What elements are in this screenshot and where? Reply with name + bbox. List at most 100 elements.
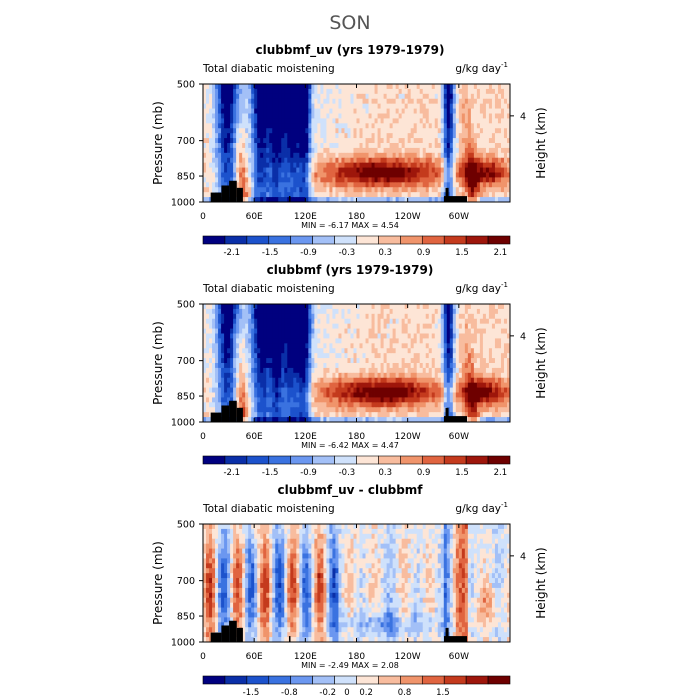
heatmap-cell (506, 397, 511, 403)
heatmap-cell (482, 152, 487, 159)
heatmap-cell (413, 363, 418, 369)
heatmap-cell (263, 118, 267, 124)
heatmap-cell (284, 162, 288, 168)
heatmap-cell (299, 157, 303, 164)
heatmap-cell (260, 382, 264, 388)
heatmap-cell (224, 133, 228, 139)
heatmap-cell (218, 172, 222, 178)
heatmap-cell (221, 98, 225, 105)
heatmap-cell (305, 353, 309, 359)
heatmap-cell (434, 313, 439, 320)
heatmap-cell (230, 113, 234, 119)
heatmap-cell (308, 113, 312, 119)
heatmap-cell (272, 157, 276, 164)
heatmap-cell (455, 353, 460, 359)
heatmap-cell (311, 358, 315, 364)
heatmap-cell (386, 197, 391, 203)
heatmap-cell (314, 348, 318, 354)
heatmap-cell (311, 128, 315, 134)
heatmap-cell (215, 367, 219, 374)
heatmap-cell (470, 308, 475, 315)
heatmap-cell (341, 192, 345, 198)
heatmap-cell (482, 387, 487, 393)
heatmap-cell (443, 318, 448, 325)
heatmap-cell (209, 113, 213, 119)
heatmap-cell (230, 387, 234, 393)
heatmap-cell (440, 192, 445, 198)
heatmap-cell (242, 147, 246, 154)
heatmap-cell (242, 392, 246, 398)
heatmap-cell (287, 128, 291, 134)
heatmap-cell (395, 308, 400, 315)
heatmap-cell (236, 98, 240, 105)
heatmap-cell (302, 353, 306, 359)
heatmap-cell (431, 128, 436, 134)
heatmap-cell (251, 157, 255, 164)
heatmap-cell (323, 397, 327, 403)
heatmap-cell (464, 113, 469, 119)
heatmap-cell (305, 177, 309, 183)
heatmap-cell (506, 138, 511, 144)
heatmap-cell (320, 387, 324, 393)
heatmap-cell (248, 304, 252, 310)
heatmap-cell (206, 108, 210, 114)
heatmap-cell (410, 392, 415, 398)
heatmap-cell (317, 382, 321, 388)
heatmap-cell (386, 177, 391, 183)
heatmap-cell (464, 162, 469, 168)
heatmap-cell (476, 123, 481, 129)
heatmap-cell (437, 353, 442, 359)
heatmap-cell (257, 348, 261, 354)
heatmap-cell (425, 308, 430, 315)
heatmap-cell (416, 88, 421, 95)
heatmap-cell (209, 372, 213, 379)
heatmap-cell (317, 417, 321, 423)
heatmap-cell (206, 417, 210, 423)
heatmap-cell (410, 177, 415, 183)
heatmap-cell (434, 397, 439, 403)
heatmap-cell (503, 123, 508, 129)
heatmap-cell (488, 407, 493, 413)
heatmap-cell (467, 358, 472, 364)
heatmap-cell (419, 417, 424, 423)
heatmap-cell (320, 417, 324, 423)
heatmap-cell (347, 338, 351, 344)
heatmap-cell (227, 147, 231, 154)
heatmap-cell (368, 304, 372, 310)
heatmap-cell (287, 98, 291, 105)
heatmap-cell (215, 372, 219, 379)
heatmap-cell (404, 313, 409, 320)
heatmap-cell (236, 167, 240, 173)
heatmap-cell (239, 182, 243, 188)
heatmap-cell (494, 197, 499, 203)
heatmap-cell (305, 367, 309, 374)
heatmap-cell (290, 353, 294, 359)
heatmap-cell (266, 108, 270, 114)
heatmap-cell (356, 323, 360, 329)
heatmap-cell (239, 304, 243, 310)
heatmap-cell (473, 308, 478, 315)
heatmap-cell (212, 343, 216, 349)
heatmap-cell (263, 333, 267, 339)
heatmap-cell (422, 103, 427, 109)
heatmap-cell (239, 363, 243, 369)
heatmap-cell (329, 313, 333, 320)
heatmap-cell (272, 113, 276, 119)
heatmap-cell (275, 308, 279, 315)
heatmap-cell (434, 167, 439, 173)
heatmap-cell (473, 363, 478, 369)
heatmap-cell (305, 377, 309, 384)
heatmap-cell (374, 377, 378, 384)
heatmap-cell (287, 308, 291, 315)
heatmap-cell (320, 363, 324, 369)
heatmap-cell (275, 363, 279, 369)
heatmap-cell (260, 167, 264, 173)
heatmap-cell (218, 98, 222, 105)
heatmap-cell (323, 353, 327, 359)
heatmap-cell (407, 93, 412, 100)
heatmap-cell (284, 108, 288, 114)
heatmap-cell (230, 93, 234, 100)
heatmap-cell (461, 392, 466, 398)
heatmap-cell (233, 103, 237, 109)
heatmap-cell (206, 353, 210, 359)
